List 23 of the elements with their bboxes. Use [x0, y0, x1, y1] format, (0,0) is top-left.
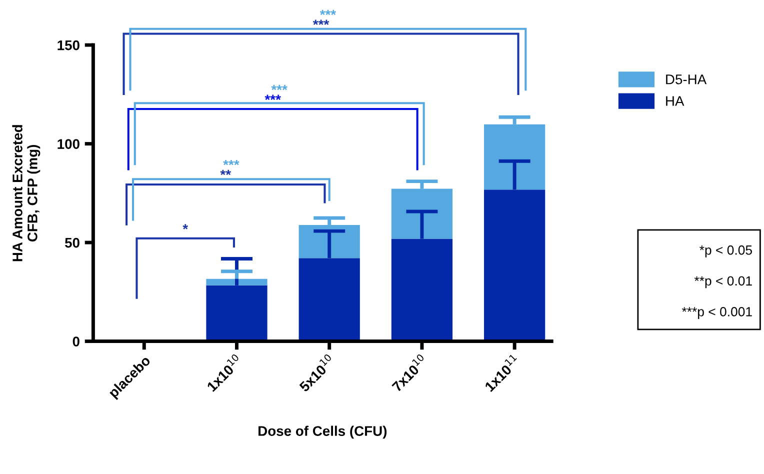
annotation: *** [223, 160, 240, 166]
x-tick-label: 7x10$^{10}$ [390, 353, 428, 392]
annotation: *** [271, 84, 288, 90]
text: *** [312, 20, 330, 25]
bar [206, 278, 268, 286]
y-tick-label: 100 [58, 139, 80, 149]
text: *p < 0.05 [700, 245, 752, 258]
x-axis-title: Dose of Cells (CFU) [258, 426, 387, 439]
annotation: ** [220, 170, 232, 176]
annotation: * [182, 224, 188, 230]
annotation: *** [264, 94, 281, 100]
y-tick-label: 50 [64, 238, 80, 248]
text: *** [320, 10, 336, 16]
text: ***p < 0.001 [682, 307, 752, 319]
x-tick-label: 1x10$^{10}$ [204, 353, 244, 392]
y-tick-label: 0 [72, 336, 80, 346]
x-tick-label: 1x10$^{11}$ [482, 354, 521, 392]
legend-label: D5-HA [666, 74, 707, 84]
legend-label: HA [666, 96, 684, 106]
x-tick-label: 5x10$^{10}$ [296, 353, 336, 392]
y-tick-label: 150 [58, 40, 80, 50]
text: **p < 0.01 [694, 276, 752, 288]
y-axis-title: HA Amount Excreted CFB, CFP (mg) [12, 125, 40, 262]
